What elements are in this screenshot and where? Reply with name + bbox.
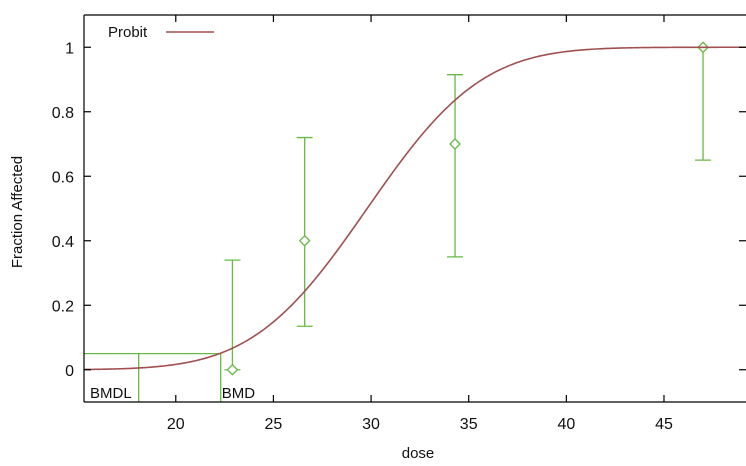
- observation-2: [296, 136, 313, 327]
- bmdl-label: BMDL: [90, 385, 132, 402]
- x-tick-label: 40: [557, 416, 575, 433]
- bmd-label: BMD: [222, 385, 256, 402]
- y-axis-title: Fraction Affected: [9, 156, 26, 268]
- x-axis-title: dose: [402, 445, 435, 462]
- x-tick-label: 45: [655, 416, 673, 433]
- data-point-marker: [298, 234, 311, 247]
- observation-1: [224, 259, 241, 376]
- plot-area: BMDL BMD: [84, 41, 746, 402]
- y-tick-label: 0.8: [52, 105, 74, 122]
- data-point-marker: [226, 363, 239, 376]
- x-tick-label: 20: [167, 416, 185, 433]
- legend: Probit: [108, 24, 214, 41]
- y-tick-label: 0.2: [52, 298, 74, 315]
- axis-labels: dose Fraction Affected 0 0.2 0.4 0.6 0.8 1 20 2…: [9, 40, 673, 462]
- x-tick-label: 30: [362, 416, 380, 433]
- x-tick-label: 35: [460, 416, 478, 433]
- data-point-marker: [449, 138, 461, 150]
- observation-3: [447, 74, 464, 258]
- legend-label-probit: Probit: [108, 24, 148, 41]
- y-tick-label: 0.6: [52, 169, 74, 186]
- probit-curve: [84, 46, 746, 371]
- x-tick-label: 25: [265, 416, 283, 433]
- y-tick-label: 0: [65, 363, 74, 380]
- axes: [83, 14, 746, 403]
- y-tick-label: 1: [65, 40, 74, 57]
- y-tick-label: 0.4: [52, 234, 74, 251]
